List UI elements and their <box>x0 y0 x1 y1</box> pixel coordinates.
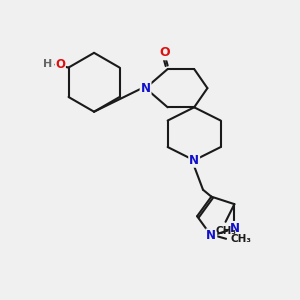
Text: N: N <box>141 82 151 95</box>
Text: N: N <box>206 230 216 242</box>
Text: N: N <box>230 222 239 235</box>
Text: CH₃: CH₃ <box>230 234 251 244</box>
Text: CH₃: CH₃ <box>215 226 236 236</box>
Text: H: H <box>43 59 52 69</box>
Text: N: N <box>189 154 199 167</box>
Text: O: O <box>55 58 65 70</box>
Text: O: O <box>159 46 170 59</box>
